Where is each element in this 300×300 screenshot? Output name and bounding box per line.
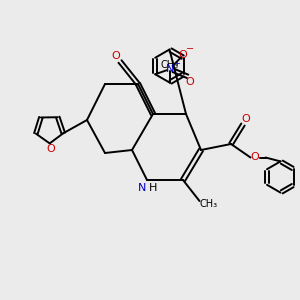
Text: −: − bbox=[186, 44, 194, 54]
Text: O: O bbox=[46, 144, 55, 154]
Text: N: N bbox=[165, 64, 174, 74]
Text: O: O bbox=[186, 77, 194, 87]
Text: +: + bbox=[173, 59, 180, 68]
Text: N: N bbox=[138, 183, 147, 194]
Text: O: O bbox=[179, 50, 188, 60]
Text: O: O bbox=[111, 51, 120, 61]
Text: CH₃: CH₃ bbox=[200, 199, 217, 209]
Text: CH₃: CH₃ bbox=[160, 59, 178, 70]
Text: H: H bbox=[149, 183, 157, 194]
Text: O: O bbox=[241, 114, 250, 124]
Text: O: O bbox=[250, 152, 260, 163]
